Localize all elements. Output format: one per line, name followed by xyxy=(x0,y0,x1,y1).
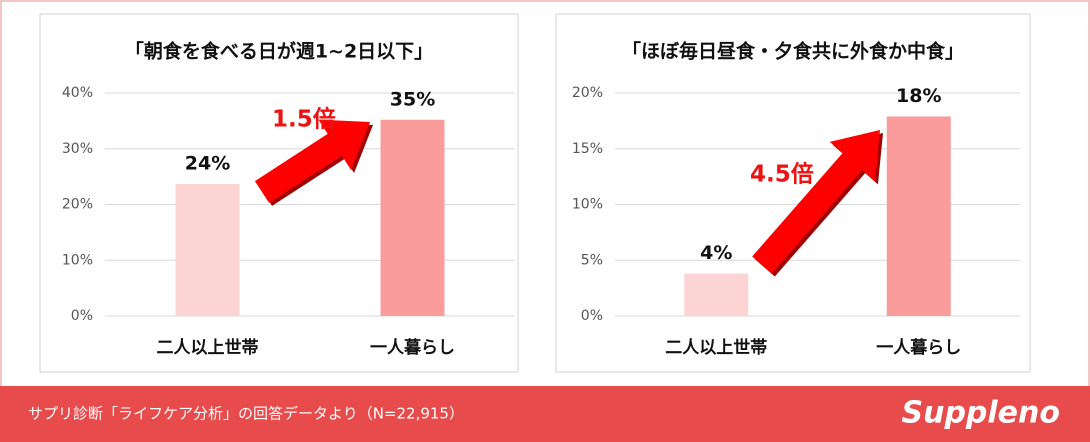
y-tick-label: 20% xyxy=(572,85,603,101)
y-tick-label: 40% xyxy=(62,85,93,101)
y-tick-label: 0% xyxy=(71,308,93,324)
annotation: 1.5倍 xyxy=(272,106,336,133)
y-tick-label: 5% xyxy=(581,252,603,268)
source-note: サプリ診断「ライフケア分析」の回答データより（N=22,915） xyxy=(28,405,464,423)
y-tick-label: 20% xyxy=(62,197,93,213)
y-tick-label: 30% xyxy=(62,141,93,157)
chart-title: 「ほぼ毎日昼食・夕食共に外食か中食」 xyxy=(622,40,964,63)
arrow xyxy=(752,130,880,274)
bar xyxy=(175,183,240,316)
bar xyxy=(684,273,749,316)
x-tick-label: 一人暮らし xyxy=(876,337,961,358)
value-label: 35% xyxy=(390,88,435,110)
value-label: 4% xyxy=(700,242,732,264)
value-label: 24% xyxy=(185,152,230,174)
x-tick-label: 二人以上世帯 xyxy=(157,337,259,358)
x-tick-label: 一人暮らし xyxy=(370,337,455,358)
y-tick-label: 15% xyxy=(572,141,603,157)
y-tick-label: 0% xyxy=(581,308,603,324)
x-tick-label: 二人以上世帯 xyxy=(665,337,767,358)
bar xyxy=(380,119,445,316)
annotation: 4.5倍 xyxy=(750,161,814,188)
arrow xyxy=(254,119,370,203)
y-tick-label: 10% xyxy=(572,197,603,213)
panel xyxy=(555,13,1031,373)
value-label: 18% xyxy=(896,85,941,107)
chart-title: 「朝食を食べる日が週1~2日以下」 xyxy=(125,40,433,63)
bar xyxy=(886,116,951,316)
logo: Suppleno xyxy=(901,396,1060,431)
y-tick-label: 10% xyxy=(62,252,93,268)
footer-bar xyxy=(0,386,1090,442)
